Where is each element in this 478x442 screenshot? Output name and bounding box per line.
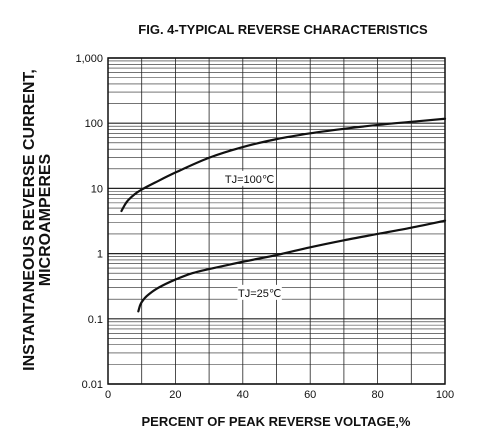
chart-title: FIG. 4-TYPICAL REVERSE CHARACTERISTICS: [138, 22, 428, 37]
x-tick-labels: 0 20 40 60 80 100: [105, 389, 454, 401]
series-label-bg-1: [237, 284, 282, 300]
x-tick-label: 20: [169, 389, 181, 401]
y-tick-label: 0.1: [88, 314, 103, 326]
series-label-1: TJ=25℃: [238, 288, 281, 300]
y-tick-label: 1: [97, 249, 103, 261]
x-tick-label: 0: [105, 389, 111, 401]
x-tick-label: 40: [237, 389, 249, 401]
grid: [107, 57, 446, 385]
y-tick-label: 1,000: [75, 53, 103, 65]
y-tick-label: 100: [85, 118, 103, 130]
series: TJ=100℃ TJ=25℃: [120, 117, 447, 313]
x-tick-label: 60: [304, 389, 316, 401]
x-tick-label: 100: [436, 389, 454, 401]
x-tick-label: 80: [371, 389, 383, 401]
y-tick-label: 0.01: [82, 379, 103, 391]
y-tick-labels: 0.01 0.1 1 10 100 1,000: [75, 53, 103, 391]
y-axis-title-line-2: MICROAMPERES: [37, 153, 54, 286]
x-axis-title: PERCENT OF PEAK REVERSE VOLTAGE,%: [142, 414, 411, 429]
y-tick-label: 10: [91, 183, 103, 195]
y-axis-title-line-1: INSTANTANEOUS REVERSE CURRENT,: [21, 69, 38, 371]
y-axis-title: INSTANTANEOUS REVERSE CURRENT, MICROAMPE…: [21, 69, 54, 371]
series-label-bg-0: [224, 170, 275, 186]
series-line-0: [120, 117, 447, 213]
series-label-0: TJ=100℃: [225, 174, 274, 186]
series-line-1: [137, 219, 447, 313]
